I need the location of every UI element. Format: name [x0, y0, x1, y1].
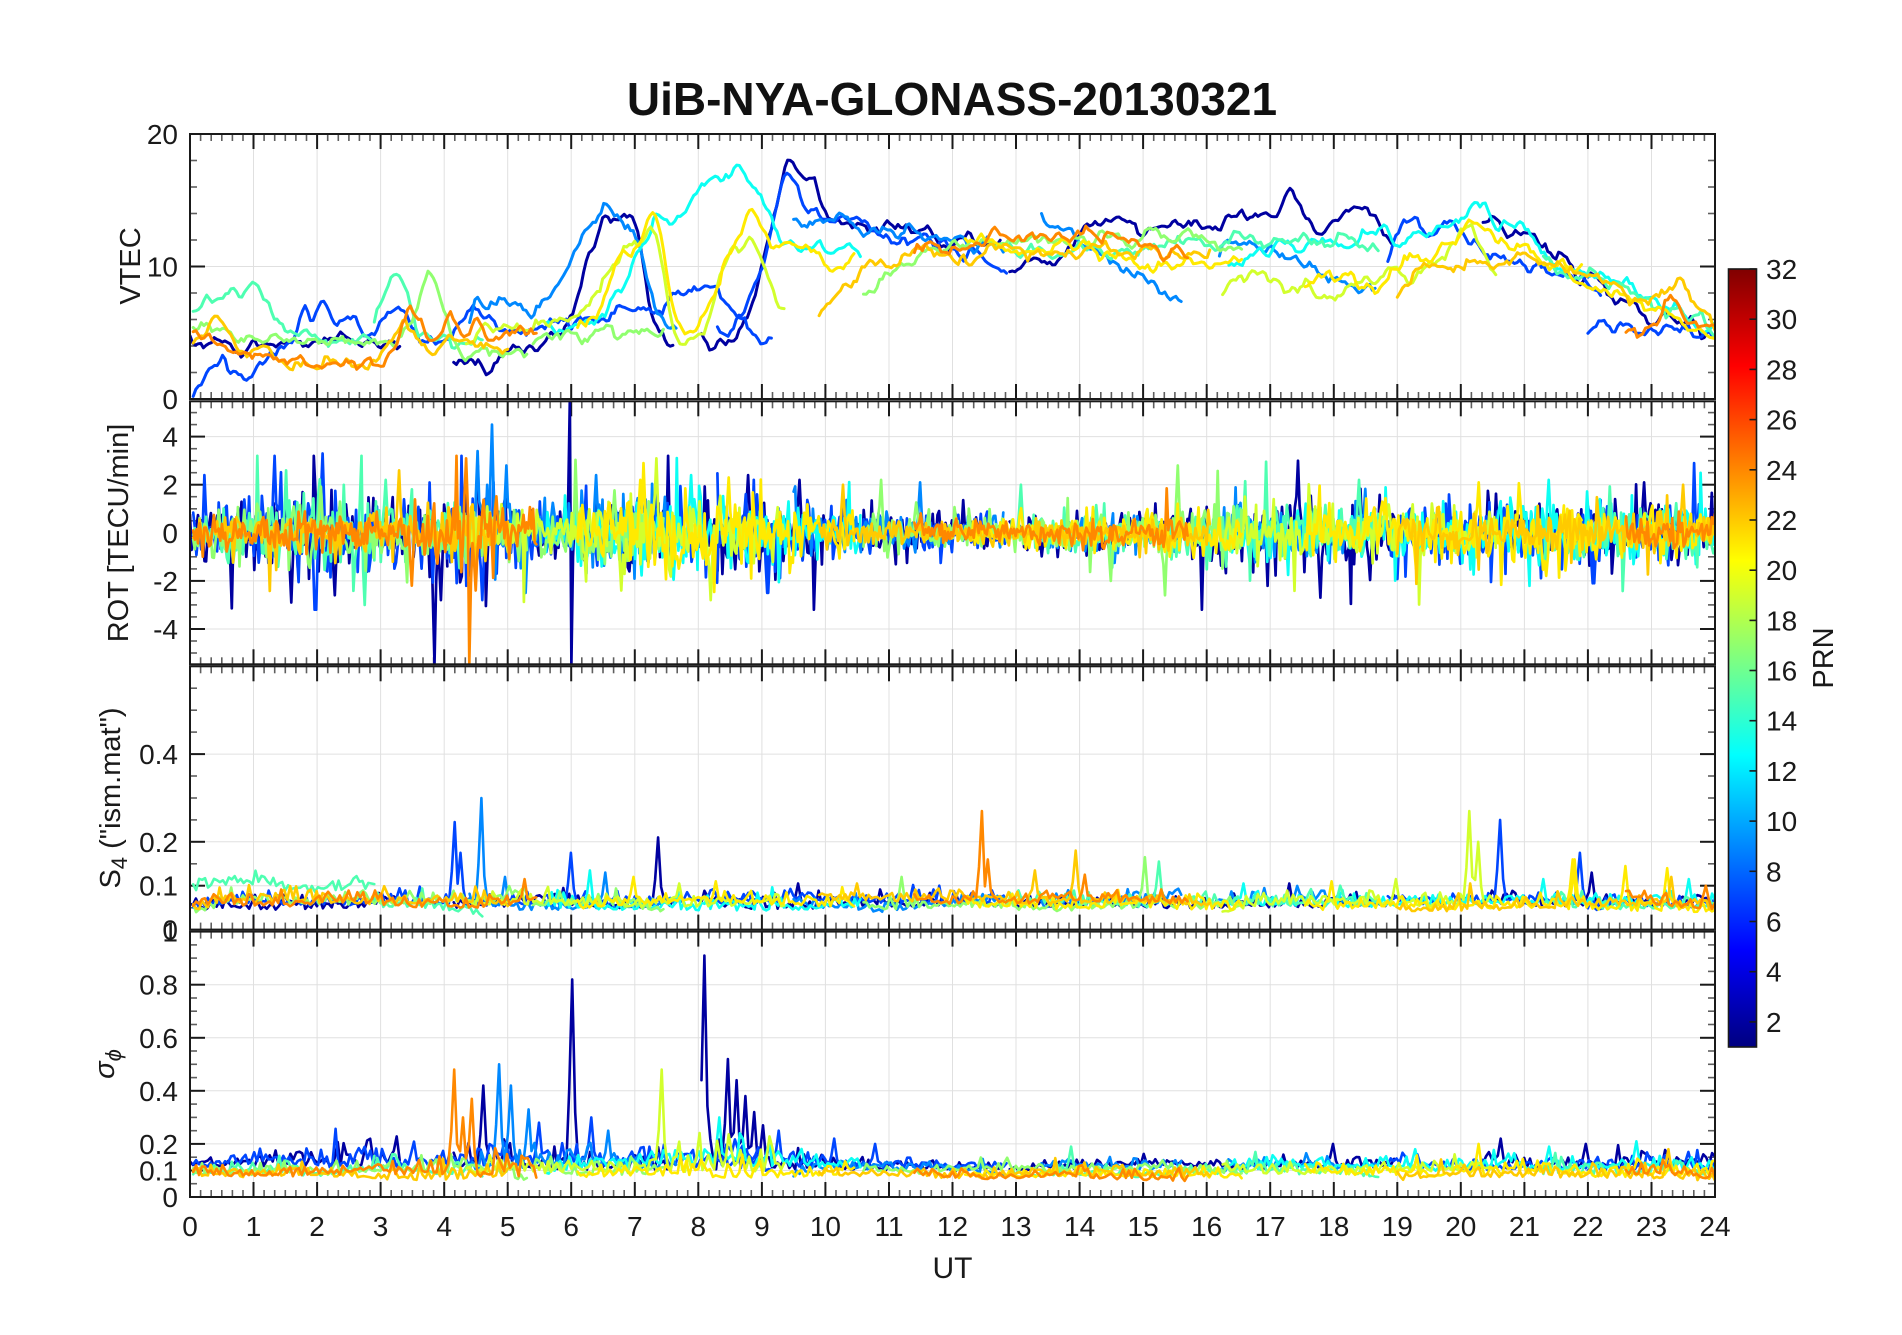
svg-text:18: 18: [1766, 605, 1797, 636]
svg-text:0.6: 0.6: [139, 1023, 178, 1054]
svg-text:11: 11: [874, 1211, 903, 1242]
svg-text:2: 2: [1766, 1007, 1782, 1038]
svg-text:15: 15: [1128, 1211, 1159, 1242]
svg-text:4: 4: [436, 1211, 452, 1242]
svg-text:18: 18: [1318, 1211, 1349, 1242]
svg-text:10: 10: [810, 1211, 841, 1242]
svg-text:20: 20: [147, 119, 178, 150]
svg-text:8: 8: [1766, 856, 1782, 887]
svg-text:26: 26: [1766, 405, 1797, 436]
svg-text:0: 0: [182, 1211, 198, 1242]
svg-text:ROT [TECU/min]: ROT [TECU/min]: [103, 424, 135, 643]
svg-text:UT: UT: [933, 1252, 973, 1285]
svg-text:30: 30: [1766, 304, 1797, 335]
svg-text:0.1: 0.1: [139, 1156, 178, 1187]
svg-text:6: 6: [563, 1211, 579, 1242]
svg-text:0: 0: [162, 1182, 178, 1213]
svg-text:16: 16: [1191, 1211, 1222, 1242]
svg-text:UiB-NYA-GLONASS-20130321: UiB-NYA-GLONASS-20130321: [627, 73, 1277, 125]
svg-text:21: 21: [1509, 1211, 1540, 1242]
svg-text:14: 14: [1064, 1211, 1095, 1242]
svg-text:0.4: 0.4: [139, 1076, 178, 1107]
svg-text:20: 20: [1766, 555, 1797, 586]
svg-text:23: 23: [1636, 1211, 1667, 1242]
svg-text:22: 22: [1572, 1211, 1603, 1242]
svg-text:1: 1: [162, 917, 178, 948]
svg-text:0: 0: [162, 384, 178, 415]
svg-text:0.2: 0.2: [139, 827, 178, 858]
svg-text:6: 6: [1766, 907, 1782, 938]
svg-text:12: 12: [1766, 756, 1797, 787]
svg-text:PRN: PRN: [1808, 627, 1840, 688]
svg-text:22: 22: [1766, 505, 1797, 536]
svg-text:9: 9: [754, 1211, 770, 1242]
svg-text:17: 17: [1255, 1211, 1286, 1242]
svg-text:5: 5: [500, 1211, 516, 1242]
svg-text:0.1: 0.1: [139, 871, 178, 902]
svg-text:14: 14: [1766, 706, 1797, 737]
svg-text:28: 28: [1766, 354, 1797, 385]
svg-text:0.4: 0.4: [139, 739, 178, 770]
svg-text:12: 12: [937, 1211, 968, 1242]
svg-text:32: 32: [1766, 254, 1797, 285]
svg-text:20: 20: [1445, 1211, 1476, 1242]
svg-text:0: 0: [162, 518, 178, 549]
svg-text:S4 ("ism.mat"): S4 ("ism.mat"): [95, 707, 132, 888]
svg-text:-4: -4: [153, 614, 178, 645]
svg-text:13: 13: [1000, 1211, 1031, 1242]
svg-text:4: 4: [1766, 957, 1782, 988]
svg-text:0: 0: [162, 915, 178, 946]
svg-text:3: 3: [373, 1211, 389, 1242]
svg-text:24: 24: [1766, 455, 1797, 486]
svg-text:7: 7: [627, 1211, 643, 1242]
svg-text:0.8: 0.8: [139, 970, 178, 1001]
svg-text:10: 10: [147, 252, 178, 283]
svg-text:19: 19: [1382, 1211, 1413, 1242]
svg-text:10: 10: [1766, 806, 1797, 837]
svg-text:VTEC: VTEC: [115, 227, 147, 304]
svg-text:0.2: 0.2: [139, 1129, 178, 1160]
svg-text:2: 2: [309, 1211, 325, 1242]
svg-text:8: 8: [691, 1211, 707, 1242]
svg-text:1: 1: [246, 1211, 262, 1242]
svg-text:24: 24: [1699, 1211, 1730, 1242]
svg-text:4: 4: [162, 422, 178, 453]
svg-text:-2: -2: [153, 566, 178, 597]
svg-text:2: 2: [162, 470, 178, 501]
svg-text:16: 16: [1766, 656, 1797, 687]
